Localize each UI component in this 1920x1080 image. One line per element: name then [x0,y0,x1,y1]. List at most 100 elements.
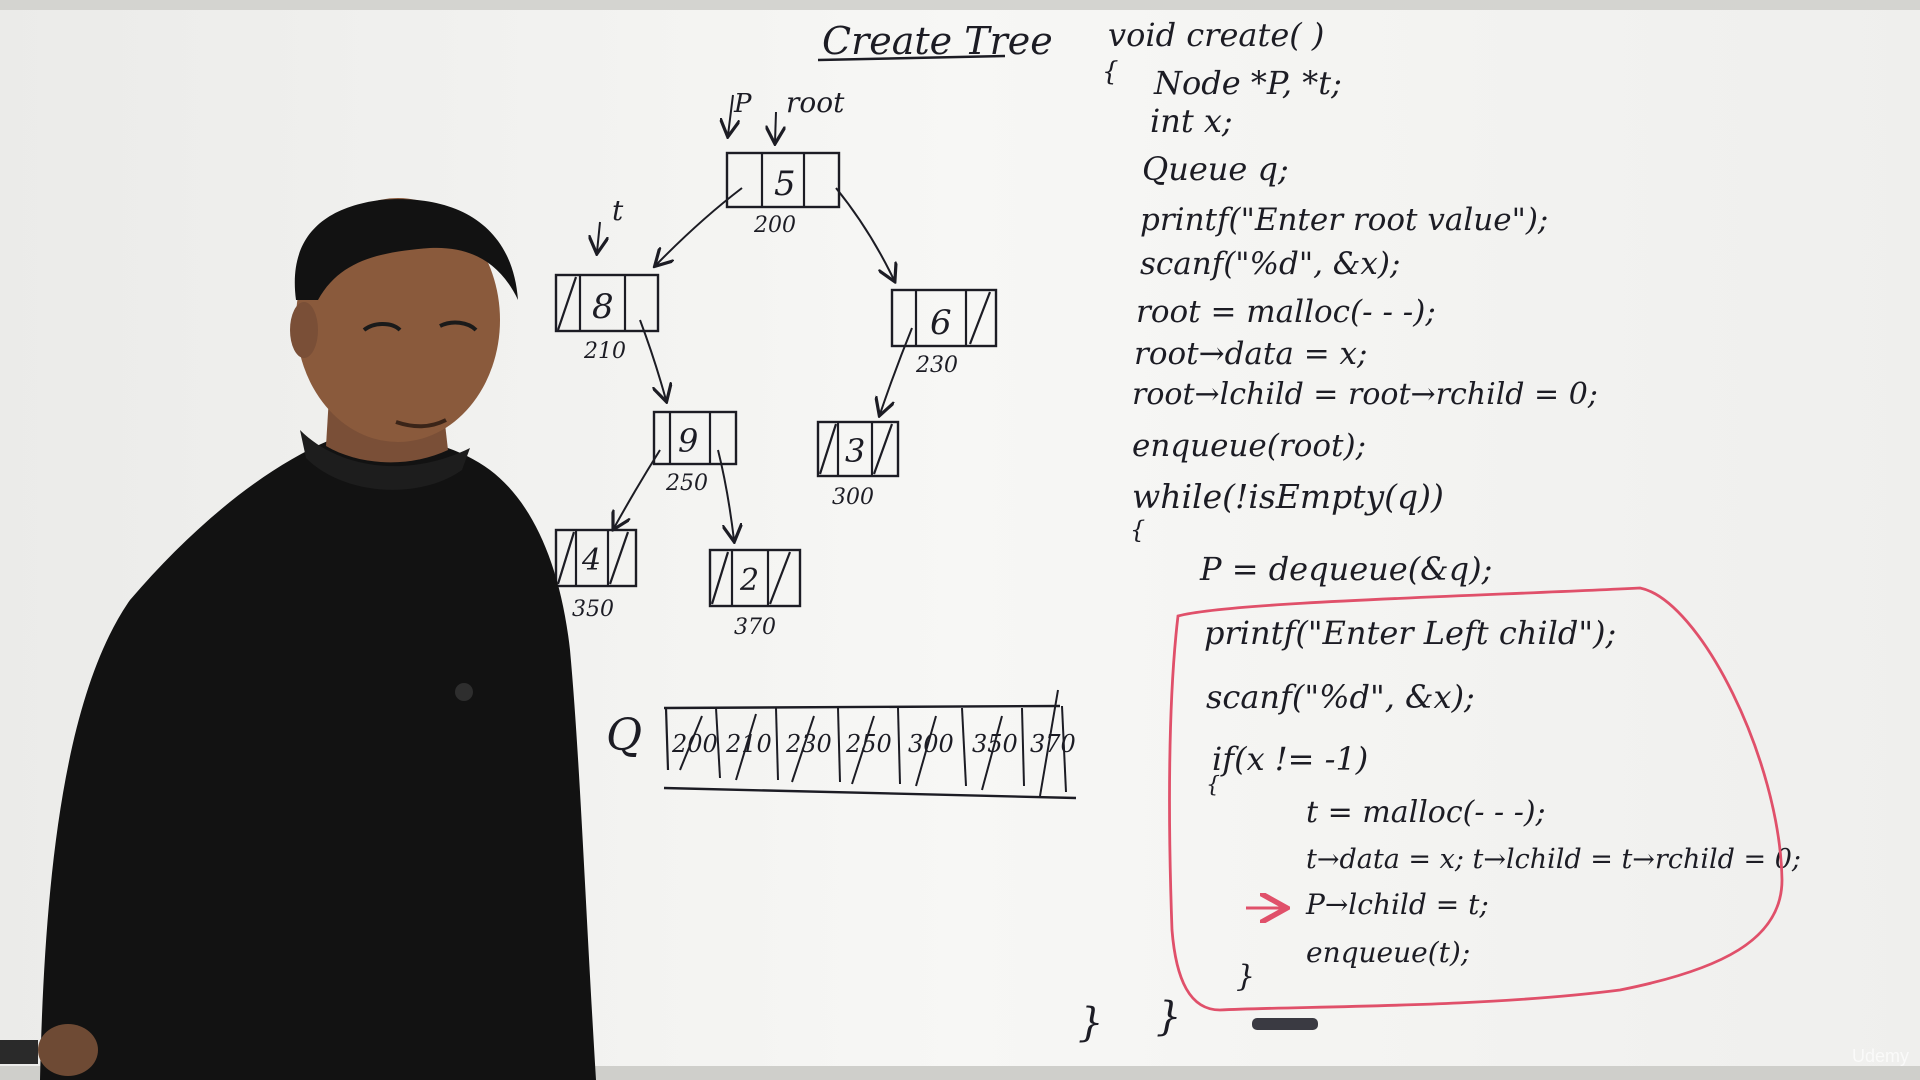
highlight-loop [1168,586,1784,1012]
tree-node-address: 210 [583,339,626,364]
code-line: root→data = x; [1134,336,1367,372]
tree-node-value: 3 [845,432,865,470]
node-null-slash [872,423,894,475]
queue-divider [775,707,779,781]
code-line: enqueue(root); [1132,428,1366,464]
tree-node-value: 2 [739,563,759,598]
queue-strike [1039,689,1059,797]
code-line: root→lchild = root→rchild = 0; [1132,377,1598,412]
code-listing: void create( ) { Node *P, *t; int x; Que… [1078,16,1801,1046]
board-title: Create Tree [822,19,1053,63]
code-line: P = dequeue(&q); [1199,550,1492,588]
tree-node-address: 300 [832,485,874,510]
code-line: enqueue(t); [1306,936,1470,969]
code-line: P→lchild = t; [1305,888,1489,921]
code-line: { [1206,773,1220,798]
watermark: Udemy [1852,1046,1909,1066]
code-line: Queue q; [1142,150,1289,188]
tree-node: 3 300 [816,420,900,510]
presenter-eyebrows [362,320,478,332]
tree-edges [614,187,913,540]
code-line: } [1156,994,1181,1040]
tree-node: 5 200 [725,151,841,238]
code-line: printf("Enter Left child"); [1204,614,1616,652]
queue-cell: 370 [1030,730,1076,758]
code-line: root = malloc(- - -); [1136,294,1436,330]
title-underline [817,54,1006,62]
node-null-slash [556,531,576,585]
code-line: int x; [1150,102,1233,140]
tree-node-address: 370 [734,615,776,640]
queue-bottom-edge [663,786,1077,800]
pointer-t-label: t [612,194,624,227]
queue-right-edge [1061,705,1067,793]
tree-edge [835,187,894,280]
queue-divider [1021,707,1025,787]
lapel-microphone [455,683,473,701]
board-top-frame [0,0,1920,10]
tree-edge [639,319,666,400]
tree-node-box [652,410,738,466]
code-line: t→data = x; t→lchild = t→rchild = 0; [1306,844,1801,875]
queue-strike [791,715,815,783]
tree-node-box [890,288,998,348]
tree-node: 9 250 [652,410,738,496]
pointer-p-label: P [733,89,752,119]
tree-node: 6 230 [890,288,998,378]
presenter [38,198,596,1080]
tree-node: 4 350 [554,528,638,622]
node-null-slash [818,423,838,475]
presenter-shirt [40,436,596,1080]
tree-edge [614,449,661,528]
code-line: { [1102,57,1119,87]
tree-edge [717,449,734,540]
queue-array: 200 210 230 250 300 350 370 [663,689,1077,800]
node-null-slash [768,551,792,605]
code-line: while(!isEmpty(q)) [1132,477,1444,516]
queue-label: Q [606,710,642,761]
tree-node-box [725,151,841,209]
tree-node-box [708,548,802,608]
node-null-slash [968,291,992,345]
queue-divider [715,707,721,779]
code-line: Node *P, *t; [1153,64,1342,102]
queue-strike [981,715,1003,791]
tree-node-box [554,273,660,333]
queue-divider [837,707,841,783]
queue-strikes [679,689,1059,797]
code-line: { [1130,516,1145,544]
board-marker-tray-item [0,1040,38,1064]
presenter-collar [300,430,470,490]
pointer-p-arrow [728,94,733,135]
tree-node-value: 4 [581,543,601,578]
code-line: scanf("%d", &x); [1140,246,1400,282]
presenter-mouth [395,418,447,429]
tree-node-address: 350 [572,597,614,622]
node-null-slash [556,276,578,331]
code-line: } [1236,959,1255,994]
tree-node: 8 210 [554,273,660,364]
presenter-ear [290,302,318,358]
queue-cell: 210 [725,730,772,758]
queue-divider [961,707,967,787]
tree-node-box [816,420,900,478]
tree-node-value: 9 [678,422,698,460]
queue-strike [851,715,875,785]
presenter-hair [294,199,518,300]
tree-node-address: 230 [915,353,958,378]
tree-node-box [554,528,638,588]
tree-node-value: 6 [930,303,952,343]
tree-node-value: 5 [774,164,796,204]
tree-edge [880,327,913,414]
code-line: if(x != -1) [1212,740,1368,778]
tree-node-address: 200 [753,213,796,238]
queue-left-edge [664,707,670,771]
queue-strike [679,715,703,771]
code-line: void create( ) [1108,16,1324,54]
node-null-slash [710,551,730,605]
tree-node-address: 250 [665,471,708,496]
queue-strike [735,713,757,781]
queue-strike [915,715,937,787]
